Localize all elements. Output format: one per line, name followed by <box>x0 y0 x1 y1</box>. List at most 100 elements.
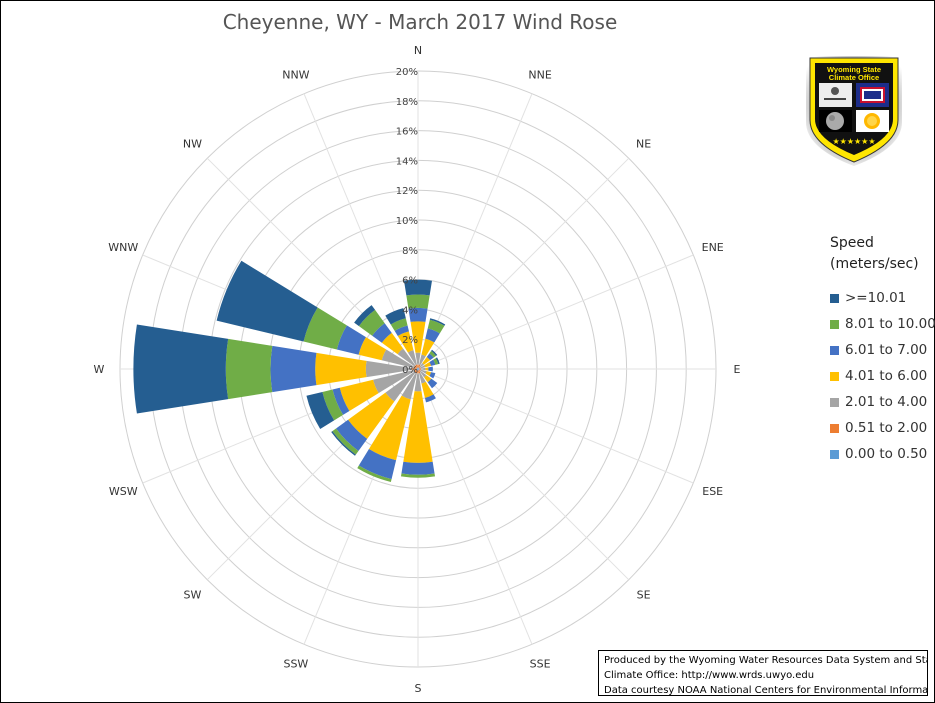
wind-bar-segment <box>421 381 434 398</box>
wind-bar-segment <box>401 372 417 400</box>
wind-bar-segment <box>418 369 420 371</box>
wind-bar-segment <box>394 325 409 336</box>
wind-bar-segment <box>403 391 433 463</box>
wind-bar-segment <box>373 370 415 394</box>
legend-swatch <box>830 423 839 433</box>
direction-label: NNW <box>282 68 309 81</box>
radial-tick-label: 4% <box>402 305 418 316</box>
legend-item: 0.51 to 2.00 <box>830 415 935 441</box>
wind-bar-segment <box>417 364 419 368</box>
direction-label: ESE <box>702 485 723 498</box>
legend-items: >=10.01 8.01 to 10.00 6.01 to 7.00 4.01 to … <box>830 285 935 467</box>
wind-bar-segment <box>357 465 392 483</box>
direction-label: SE <box>637 589 651 602</box>
wind-bar-segment <box>425 371 432 377</box>
wind-bar-segment <box>418 364 421 368</box>
wind-bar-segment <box>429 372 436 379</box>
wind-bar-segment <box>425 328 440 343</box>
wind-bar-segment <box>416 369 418 371</box>
radial-tick-label: 6% <box>402 276 418 287</box>
wind-bar-segment <box>413 366 417 369</box>
wind-bar-segment <box>424 361 432 368</box>
direction-label: ENE <box>702 241 724 254</box>
wind-bar-segment <box>336 325 366 355</box>
wind-bar-segment <box>415 370 418 374</box>
credit-line1: Produced by the Wyoming Water Resources … <box>604 655 927 666</box>
wind-bar-segment <box>427 378 438 389</box>
wind-bar-segment <box>418 370 421 374</box>
wind-bar-segment <box>322 389 344 421</box>
radial-tick-labels: 0% 2% 4% 6% 8% 10% 12% 14% 16% 18% 20% <box>396 67 418 376</box>
wind-bar-segment <box>358 449 397 480</box>
wind-bar-segment <box>397 348 416 367</box>
climate-office-logo: Wyoming State Climate Office ★★★★★★ <box>804 52 904 168</box>
badge-line1: Wyoming State <box>827 65 881 74</box>
wind-bar-segment <box>418 369 421 372</box>
wind-bar-segment <box>354 305 376 327</box>
wind-bar-segment <box>390 318 408 331</box>
wind-bar-segment <box>420 369 427 374</box>
wind-bar-segment <box>358 309 385 336</box>
radial-tick-label: 14% <box>396 156 418 167</box>
wind-bar-segment <box>419 369 421 371</box>
legend-swatch <box>830 345 839 355</box>
radial-tick-label: 0% <box>402 365 418 376</box>
wind-bar-segment <box>419 367 421 369</box>
wind-bar-segment <box>385 371 416 402</box>
wind-bar-segment <box>368 395 411 461</box>
wind-bar-segment <box>417 369 418 371</box>
wind-bar-segment <box>358 337 387 361</box>
legend-label: 4.01 to 6.00 <box>845 368 928 384</box>
badge-shield-icon: Wyoming State Climate Office ★★★★★★ <box>806 56 902 166</box>
spoke-line <box>417 254 694 370</box>
direction-label: NW <box>183 137 202 150</box>
wind-bar-segment <box>315 352 367 386</box>
credit-box: Produced by the Wyoming Water Resources … <box>598 650 928 696</box>
wind-bar-segment <box>417 370 419 374</box>
wind-bar-segment <box>429 359 436 366</box>
direction-label: WSW <box>109 485 138 498</box>
wind-bars <box>133 260 446 483</box>
wind-bar-segment <box>332 428 359 455</box>
wind-bar-segment <box>415 364 418 368</box>
wind-bar-segment <box>401 461 435 475</box>
wind-bar-segment <box>425 367 429 371</box>
spoke-line <box>417 368 694 484</box>
wind-bar-segment <box>414 373 422 392</box>
wind-bar-segment <box>418 367 420 369</box>
wind-bar-segment <box>332 387 350 415</box>
wind-bar-segment <box>406 294 430 309</box>
spoke-line <box>417 368 533 645</box>
wind-bar-segment <box>417 367 418 369</box>
wind-bar-segment <box>427 319 445 334</box>
legend-item: 0.00 to 0.50 <box>830 441 935 467</box>
spoke-line <box>417 157 630 370</box>
chart-title: Cheyenne, WY - March 2017 Wind Rose <box>222 10 618 34</box>
wind-bar-segment <box>419 372 426 384</box>
legend-title: Speed (meters/sec) <box>830 233 935 275</box>
legend-label: 6.01 to 7.00 <box>845 342 928 358</box>
wind-bar-segment <box>435 357 440 365</box>
spoke-line <box>417 368 630 581</box>
legend-item: 6.01 to 7.00 <box>830 337 935 363</box>
wind-bar-segment <box>419 370 427 378</box>
wind-bar-segment <box>339 379 379 412</box>
wind-bar-segment <box>426 353 434 361</box>
legend-label: 8.01 to 10.00 <box>845 316 935 332</box>
direction-label: SW <box>183 589 201 602</box>
wind-bar-segment <box>410 321 426 353</box>
legend-item: 8.01 to 10.00 <box>830 311 935 337</box>
legend-item: 4.01 to 6.00 <box>830 363 935 389</box>
legend-swatch <box>830 449 839 459</box>
wind-bar-segment <box>133 324 229 414</box>
wind-bar-segment <box>429 350 437 358</box>
direction-label: WNW <box>108 241 138 254</box>
legend-item: >=10.01 <box>830 285 935 311</box>
radial-tick-label: 18% <box>396 97 418 108</box>
wind-bar-segment <box>331 431 356 456</box>
wind-bar-segment <box>416 367 418 369</box>
wind-bar-segment <box>225 338 273 400</box>
wind-bar-segment <box>424 394 436 403</box>
wind-bar-segment <box>303 307 347 350</box>
